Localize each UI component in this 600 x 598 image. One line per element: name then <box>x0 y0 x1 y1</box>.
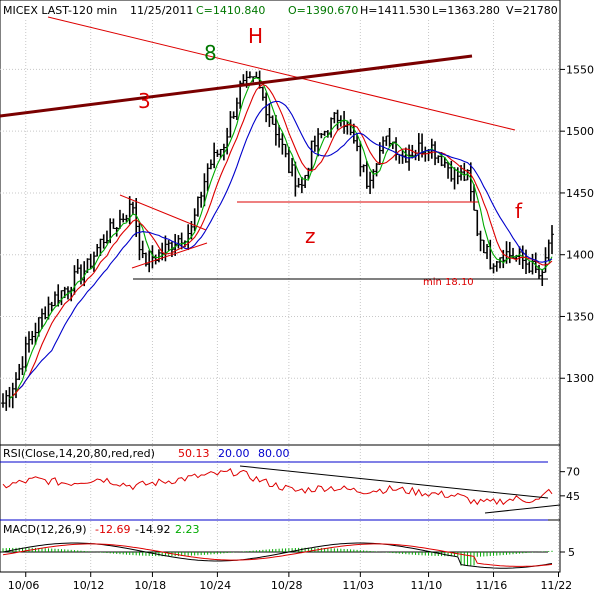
rsi-tick-label: 70 <box>566 466 580 479</box>
price-tick-label: 1400 <box>566 249 594 262</box>
resistance-trendline <box>47 16 516 131</box>
date-tick-label: 11/22 <box>540 579 572 592</box>
rsi-value: 50.13 <box>178 447 210 460</box>
chart-symbol: MICEX LAST-120 min <box>3 4 117 17</box>
channel-trendline <box>0 54 473 118</box>
price-tick-label: 1350 <box>566 310 594 323</box>
chart-date: 11/25/2011 <box>130 4 193 17</box>
macd-signal-line <box>2 543 553 567</box>
open-value: O=1390.670 <box>288 4 358 17</box>
price-tick-label: 1550 <box>566 63 594 76</box>
triangle-upper-line <box>119 194 207 231</box>
macd-value: -12.69 <box>95 523 130 536</box>
date-tick-label: 10/28 <box>271 579 303 592</box>
date-tick-label: 10/24 <box>199 579 231 592</box>
rsi-tick-label: 45 <box>566 490 580 503</box>
high-value: H=1411.530 <box>360 4 430 17</box>
date-tick-label: 10/18 <box>134 579 166 592</box>
date-tick-label: 11/16 <box>476 579 508 592</box>
ma-red-line <box>12 83 553 397</box>
date-tick-label: 10/06 <box>8 579 40 592</box>
price-tick-label: 1300 <box>566 372 594 385</box>
macd-title: MACD(12,26,9) <box>3 523 87 536</box>
rsi-line <box>2 468 553 506</box>
volume-value: V=21780 <box>506 4 558 17</box>
macd-tick-label: 5 <box>568 546 575 559</box>
rsi-trendline-upper <box>239 465 549 499</box>
ma-blue-line <box>18 100 553 390</box>
macd-signal: -14.92 <box>135 523 170 536</box>
support-label: min 18.10 <box>423 277 474 288</box>
rsi-trendline-lower <box>484 504 561 514</box>
macd-histogram-value: 2.23 <box>175 523 200 536</box>
price-tick-label: 1450 <box>566 187 594 200</box>
price-tick-label: 1500 <box>566 125 594 138</box>
wave-label-8: 8 <box>204 41 217 65</box>
wave-label-f: f <box>515 199 523 223</box>
wave-label-z: z <box>305 224 316 248</box>
rsi-low-level: 20.00 <box>218 447 250 460</box>
ma-green-line <box>9 77 553 400</box>
date-tick-label: 11/10 <box>411 579 443 592</box>
wave-label-3: 3 <box>138 89 151 113</box>
close-value: C=1410.840 <box>196 4 265 17</box>
rsi-high-level: 80.00 <box>258 447 290 460</box>
low-value: L=1363.280 <box>432 4 500 17</box>
rsi-title: RSI(Close,14,20,80,red,red) <box>3 447 155 460</box>
date-tick-label: 11/03 <box>342 579 374 592</box>
wave-label-h: H <box>248 24 263 48</box>
date-tick-label: 10/12 <box>73 579 105 592</box>
triangle-lower-line <box>131 242 208 269</box>
